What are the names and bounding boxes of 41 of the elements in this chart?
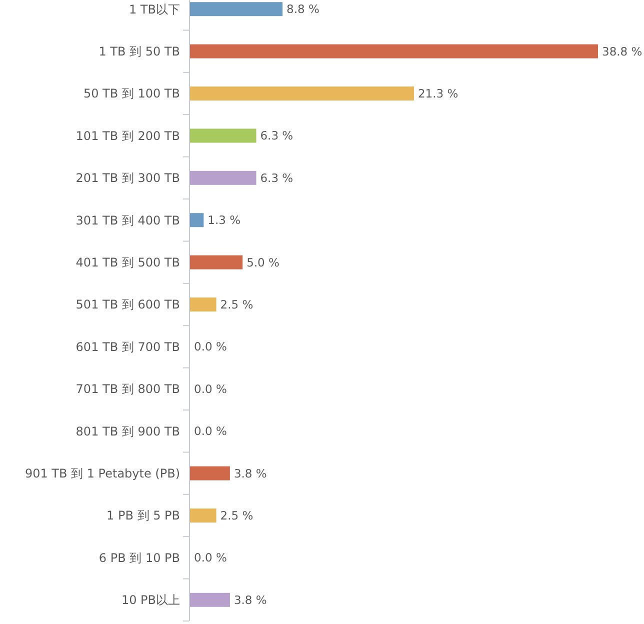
y-tick-label: 6 PB 到 10 PB (98, 550, 180, 565)
bar (190, 44, 598, 58)
y-tick-label: 1 PB 到 5 PB (106, 508, 180, 523)
data-label: 0.0 % (194, 550, 227, 565)
data-label: 8.8 % (286, 2, 320, 16)
bar (190, 86, 414, 100)
data-label: 38.8 % (602, 44, 642, 58)
bar (190, 255, 243, 270)
data-label: 2.5 % (220, 298, 254, 312)
y-tick-label: 50 TB 到 100 TB (83, 86, 180, 101)
bar (190, 508, 216, 522)
data-label: 0.0 % (194, 424, 227, 438)
y-tick-label: 10 PB以上 (121, 593, 180, 608)
bar (190, 2, 283, 16)
data-label: 5.0 % (246, 255, 280, 270)
y-tick-label: 401 TB 到 500 TB (76, 256, 180, 270)
y-tick-label: 501 TB 到 600 TB (76, 298, 180, 312)
y-tick-label: 201 TB 到 300 TB (76, 171, 180, 186)
bar (190, 592, 230, 607)
bar (190, 213, 204, 228)
data-label: 1.3 % (208, 213, 241, 228)
data-label: 3.8 % (234, 466, 267, 480)
bar (190, 466, 230, 480)
data-label: 0.0 % (194, 340, 227, 354)
bar (190, 170, 256, 185)
bar (190, 298, 216, 312)
y-tick-label: 1 TB以下 (128, 2, 180, 16)
data-label: 0.0 % (194, 382, 227, 396)
y-tick-label: 301 TB 到 400 TB (76, 213, 180, 228)
data-label: 6.3 % (260, 128, 294, 143)
y-tick-label: 101 TB 到 200 TB (76, 128, 180, 143)
data-label: 21.3 % (418, 86, 458, 101)
data-label: 2.5 % (220, 508, 254, 523)
y-tick-label: 801 TB 到 900 TB (76, 424, 180, 438)
y-tick-label: 701 TB 到 800 TB (76, 382, 180, 396)
y-tick-label: 1 TB 到 50 TB (98, 44, 180, 58)
data-label: 6.3 % (260, 170, 294, 185)
y-tick-label: 901 TB 到 1 Petabyte (PB) (24, 466, 180, 480)
y-tick-label: 601 TB 到 700 TB (76, 340, 180, 354)
bar (190, 128, 256, 143)
data-label: 3.8 % (234, 592, 267, 607)
